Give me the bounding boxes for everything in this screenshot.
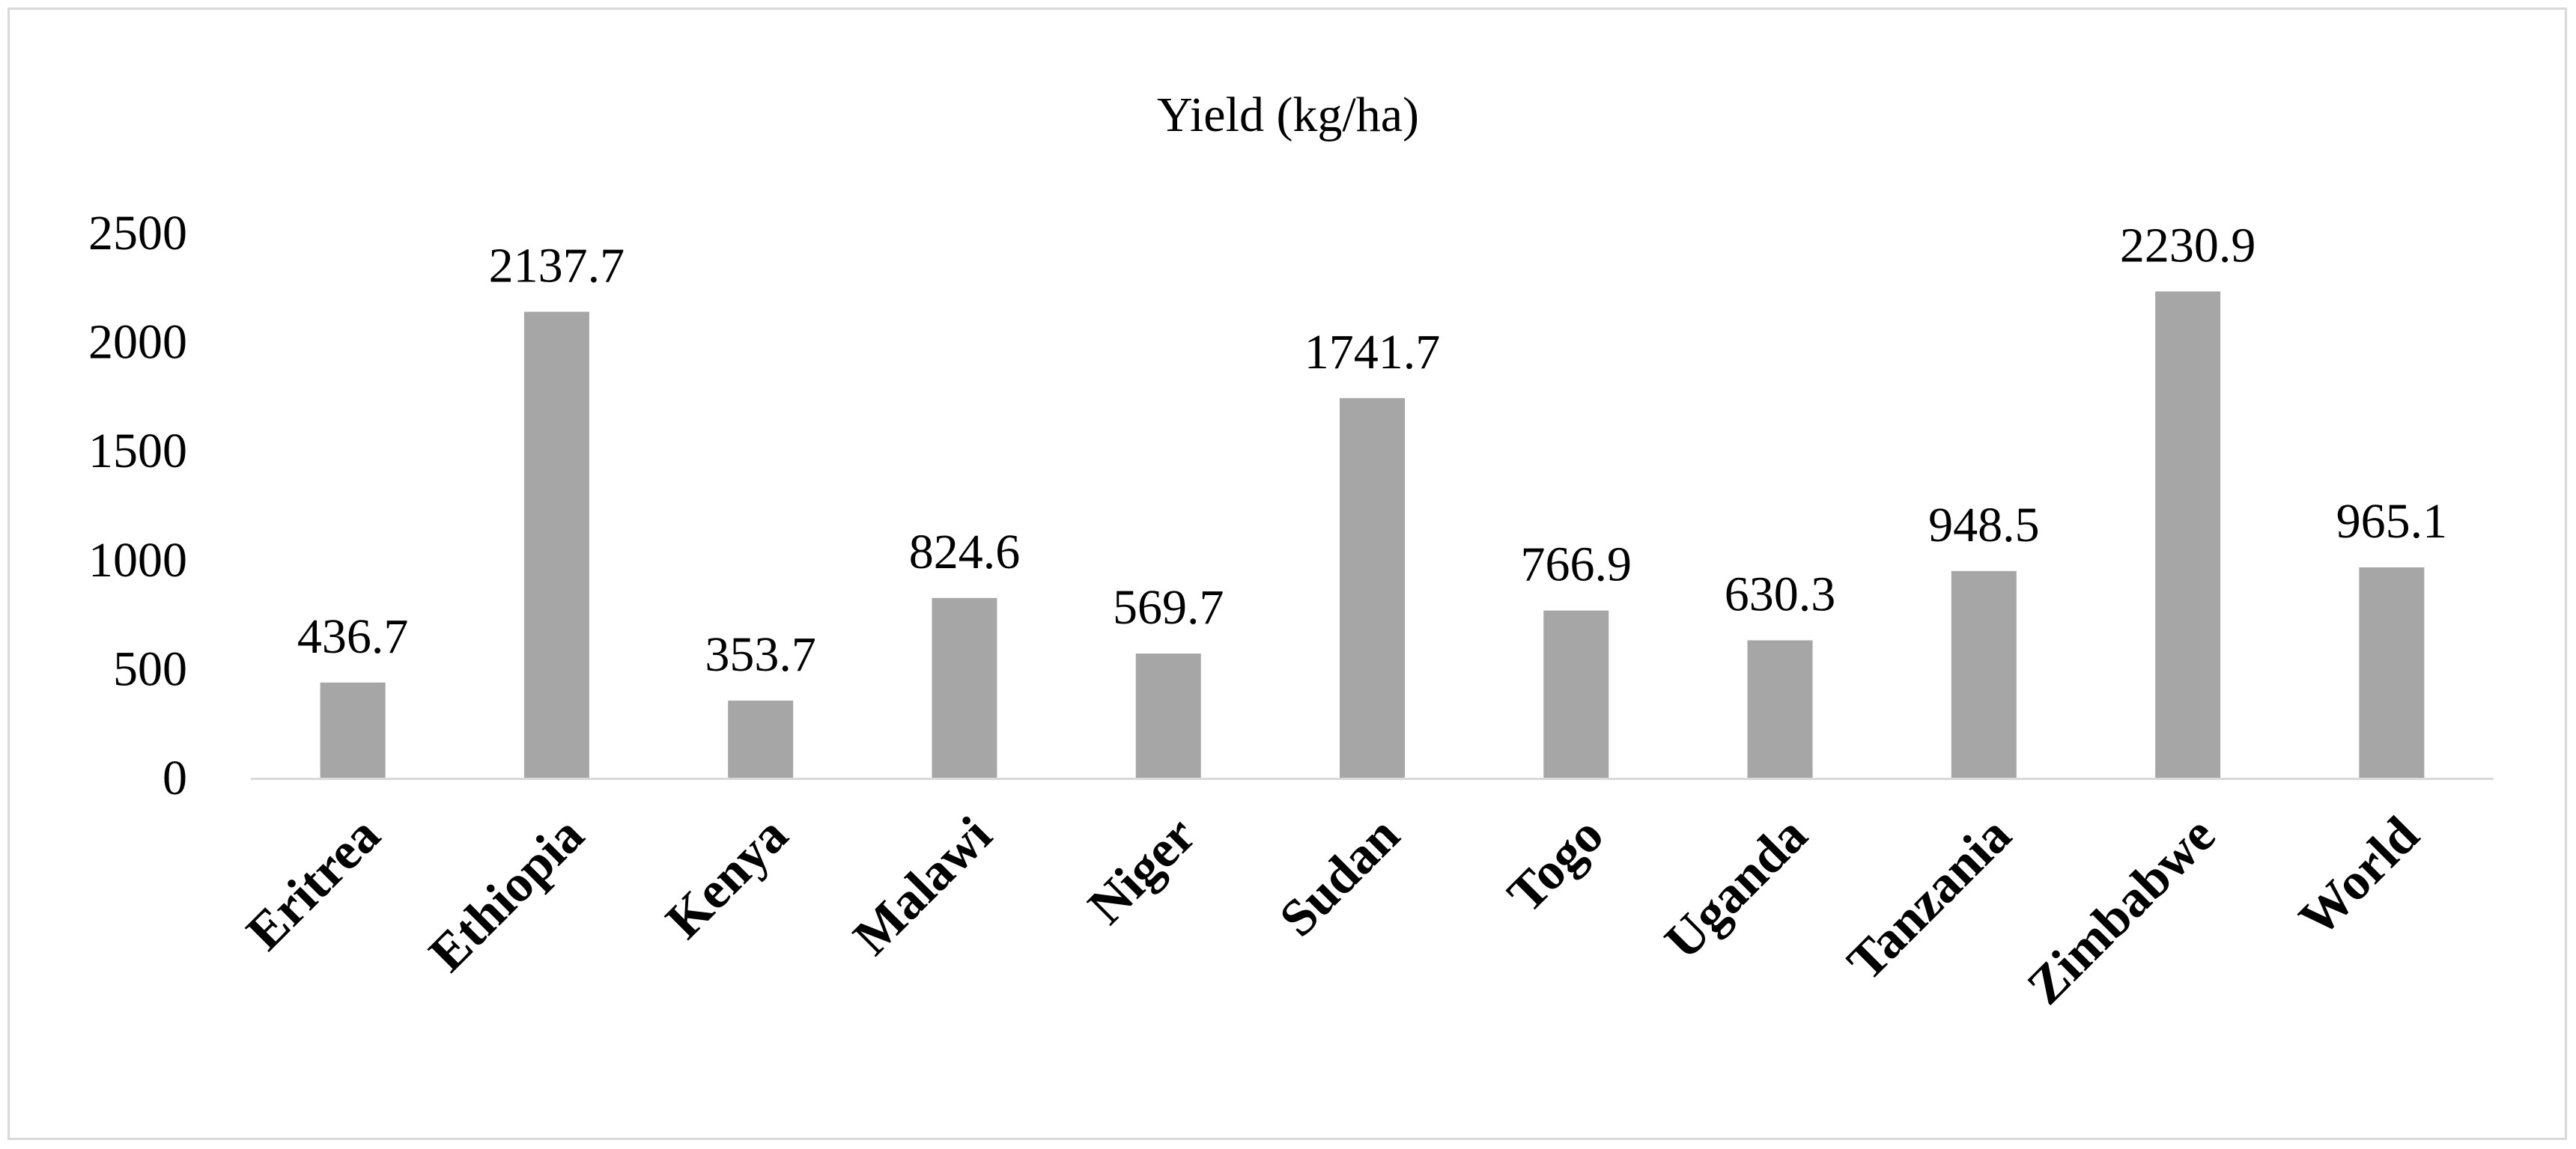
chart-frame — [7, 7, 2567, 1140]
bar — [1951, 570, 2017, 778]
bar — [932, 597, 997, 778]
y-tick-label: 500 — [113, 641, 187, 696]
bar — [523, 311, 589, 778]
data-label: 948.5 — [1928, 498, 2040, 552]
data-label: 353.7 — [705, 627, 816, 682]
bar — [728, 701, 794, 778]
category-label: Tanzania — [1837, 806, 2023, 992]
bar — [320, 682, 386, 778]
data-label: 965.1 — [2336, 494, 2448, 549]
category-label: Niger — [1078, 806, 1207, 936]
chart-title: Yield (kg/ha) — [1157, 88, 1419, 142]
data-label: 824.6 — [909, 525, 1021, 579]
y-tick-label: 2000 — [88, 315, 187, 370]
data-label: 2230.9 — [2120, 218, 2256, 272]
data-label: 630.3 — [1725, 567, 1836, 621]
y-tick-label: 1500 — [88, 424, 187, 478]
data-label: 436.7 — [297, 609, 409, 664]
category-label: Sudan — [1269, 806, 1410, 948]
y-tick-label: 0 — [162, 751, 187, 805]
y-axis-ticks: 0 500 1000 1500 2000 2500 — [88, 206, 187, 805]
category-label: Kenya — [655, 806, 799, 950]
bar — [1543, 610, 1609, 778]
bar — [1747, 640, 1813, 778]
category-label: Zimbabwe — [2017, 806, 2226, 1016]
y-tick-label: 1000 — [88, 533, 187, 588]
data-labels: 436.7 2137.7 353.7 824.6 569.7 1741.7 766.9 630… — [297, 218, 2447, 682]
data-label: 766.9 — [1521, 537, 1632, 592]
category-label: Uganda — [1654, 806, 1819, 971]
data-label: 1741.7 — [1304, 325, 1441, 380]
bars — [320, 291, 2425, 778]
bar — [1340, 397, 1405, 778]
bar — [2359, 567, 2425, 778]
bar — [1135, 653, 1201, 778]
category-label: World — [2288, 806, 2430, 948]
category-label: Togo — [1497, 806, 1614, 924]
category-label: Malawi — [842, 806, 1003, 966]
y-tick-label: 2500 — [88, 206, 187, 260]
category-label: Ethiopia — [419, 806, 595, 983]
bar — [2155, 291, 2221, 778]
data-label: 569.7 — [1113, 580, 1224, 635]
category-label: Eritrea — [236, 806, 391, 961]
category-labels: Eritrea Ethiopia Kenya Malawi Niger Sudan Togo… — [236, 806, 2430, 1016]
data-label: 2137.7 — [489, 239, 625, 293]
